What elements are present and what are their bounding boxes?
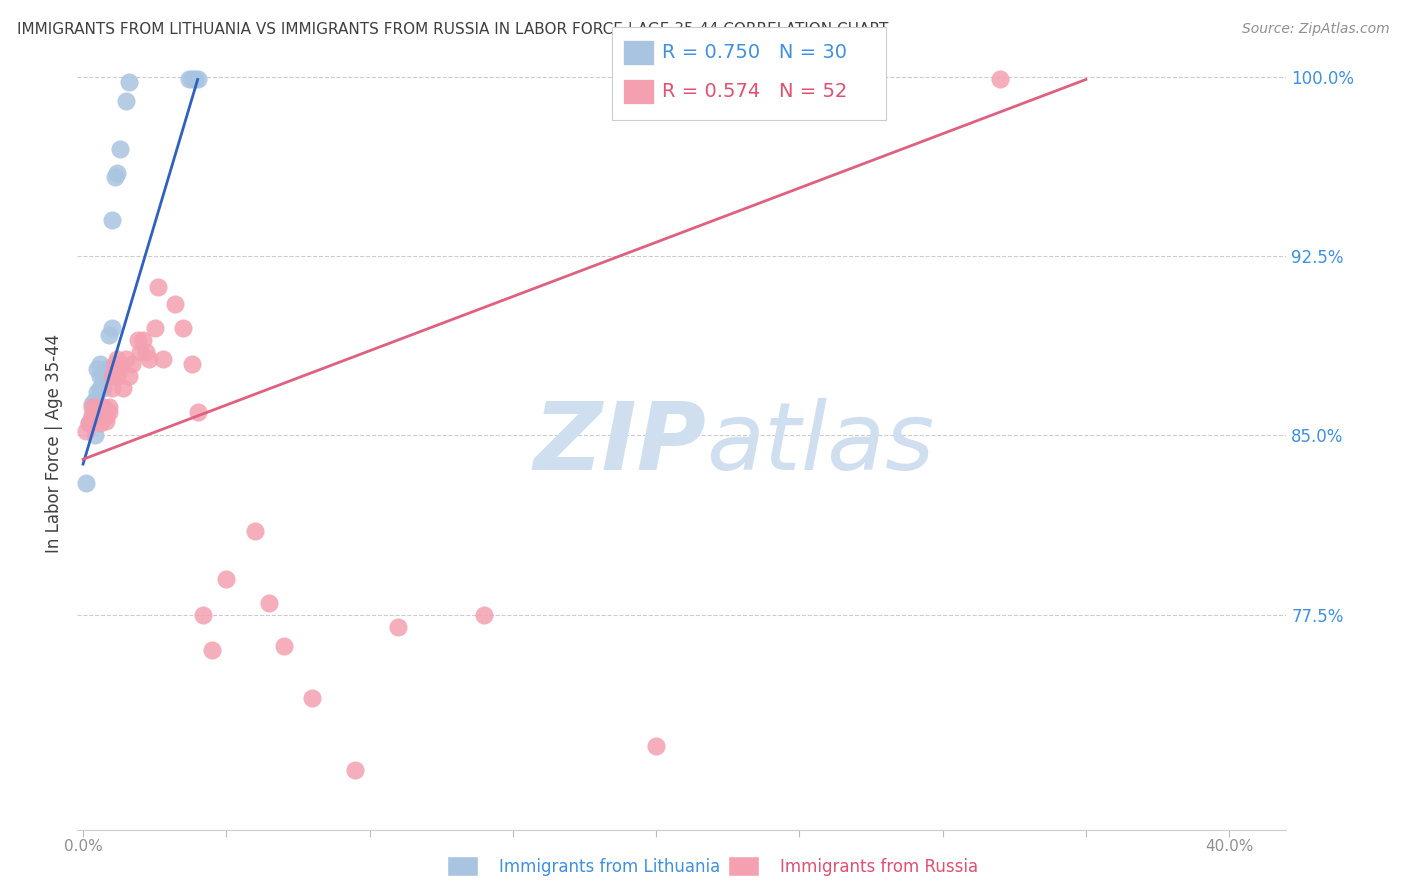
Point (86, 400, 108, 414)
Point (107, 351, 129, 366)
Point (112, 381, 135, 395)
Point (94, 414, 117, 428)
Point (103, 170, 125, 185)
Point (132, 333, 155, 347)
Point (89, 357, 111, 371)
Point (121, 357, 143, 371)
Point (100, 381, 122, 395)
Point (86, 385, 108, 400)
Point (77, 417, 100, 431)
Point (91, 400, 114, 414)
Point (80, 400, 103, 414)
Point (80, 409, 103, 424)
Point (146, 280, 169, 294)
Point (83, 392, 105, 407)
Point (118, 75, 141, 89)
Point (97, 400, 120, 414)
Point (94, 361, 117, 376)
Text: atlas: atlas (706, 398, 935, 490)
Point (110, 361, 132, 376)
Point (181, 357, 204, 371)
Point (91, 381, 114, 395)
Y-axis label: In Labor Force | Age 35-44: In Labor Force | Age 35-44 (45, 334, 63, 553)
Point (181, 72, 204, 87)
Point (91, 368, 114, 383)
Point (301, 691, 323, 706)
Text: ZIP: ZIP (533, 398, 706, 490)
Point (103, 357, 125, 371)
Point (89, 381, 111, 395)
Point (107, 166, 129, 180)
Text: 0.0%: 0.0% (63, 839, 103, 855)
Text: Immigrants from Russia: Immigrants from Russia (780, 858, 979, 876)
Point (129, 344, 152, 359)
Point (259, 596, 281, 610)
Point (97, 404, 120, 418)
Point (75, 476, 97, 491)
Point (184, 72, 207, 87)
Point (75, 424, 97, 438)
Point (86, 404, 108, 418)
Point (187, 404, 209, 418)
Point (80, 409, 103, 424)
Point (472, 607, 495, 622)
Point (201, 643, 224, 657)
Point (387, 619, 409, 633)
Point (115, 94, 138, 108)
Text: R = 0.574   N = 52: R = 0.574 N = 52 (662, 82, 848, 102)
Point (215, 572, 238, 586)
Point (988, 72, 1011, 87)
Point (86, 400, 108, 414)
Point (103, 361, 125, 376)
Point (77, 417, 100, 431)
Point (344, 763, 367, 777)
Point (115, 351, 138, 366)
Point (91, 400, 114, 414)
Point (177, 72, 200, 87)
Point (187, 72, 209, 87)
Point (163, 297, 186, 311)
Point (89, 368, 111, 383)
Point (645, 739, 668, 753)
Text: R = 0.750   N = 30: R = 0.750 N = 30 (662, 43, 848, 62)
Point (89, 417, 111, 431)
Point (100, 213, 122, 227)
Point (118, 368, 141, 383)
Point (110, 142, 132, 156)
Point (89, 409, 111, 424)
Point (273, 639, 295, 653)
Point (143, 321, 166, 335)
Point (107, 368, 129, 383)
Point (94, 409, 117, 424)
Point (83, 404, 105, 418)
Point (97, 328, 120, 343)
Point (83, 409, 105, 424)
Point (86, 361, 108, 376)
Text: IMMIGRANTS FROM LITHUANIA VS IMMIGRANTS FROM RUSSIA IN LABOR FORCE | AGE 35-44 C: IMMIGRANTS FROM LITHUANIA VS IMMIGRANTS … (17, 22, 889, 38)
Point (83, 404, 105, 418)
Point (86, 404, 108, 418)
Point (83, 428, 105, 442)
Text: 40.0%: 40.0% (1205, 839, 1253, 855)
Point (100, 368, 122, 383)
Point (193, 607, 215, 622)
Point (91, 404, 114, 418)
Point (138, 351, 160, 366)
Point (80, 397, 103, 411)
Point (243, 524, 266, 538)
Point (135, 344, 157, 359)
Point (152, 351, 174, 366)
Point (127, 333, 149, 347)
Text: Source: ZipAtlas.com: Source: ZipAtlas.com (1241, 22, 1389, 37)
Point (100, 321, 122, 335)
Point (86, 409, 108, 424)
Text: Immigrants from Lithuania: Immigrants from Lithuania (499, 858, 720, 876)
Point (172, 321, 194, 335)
